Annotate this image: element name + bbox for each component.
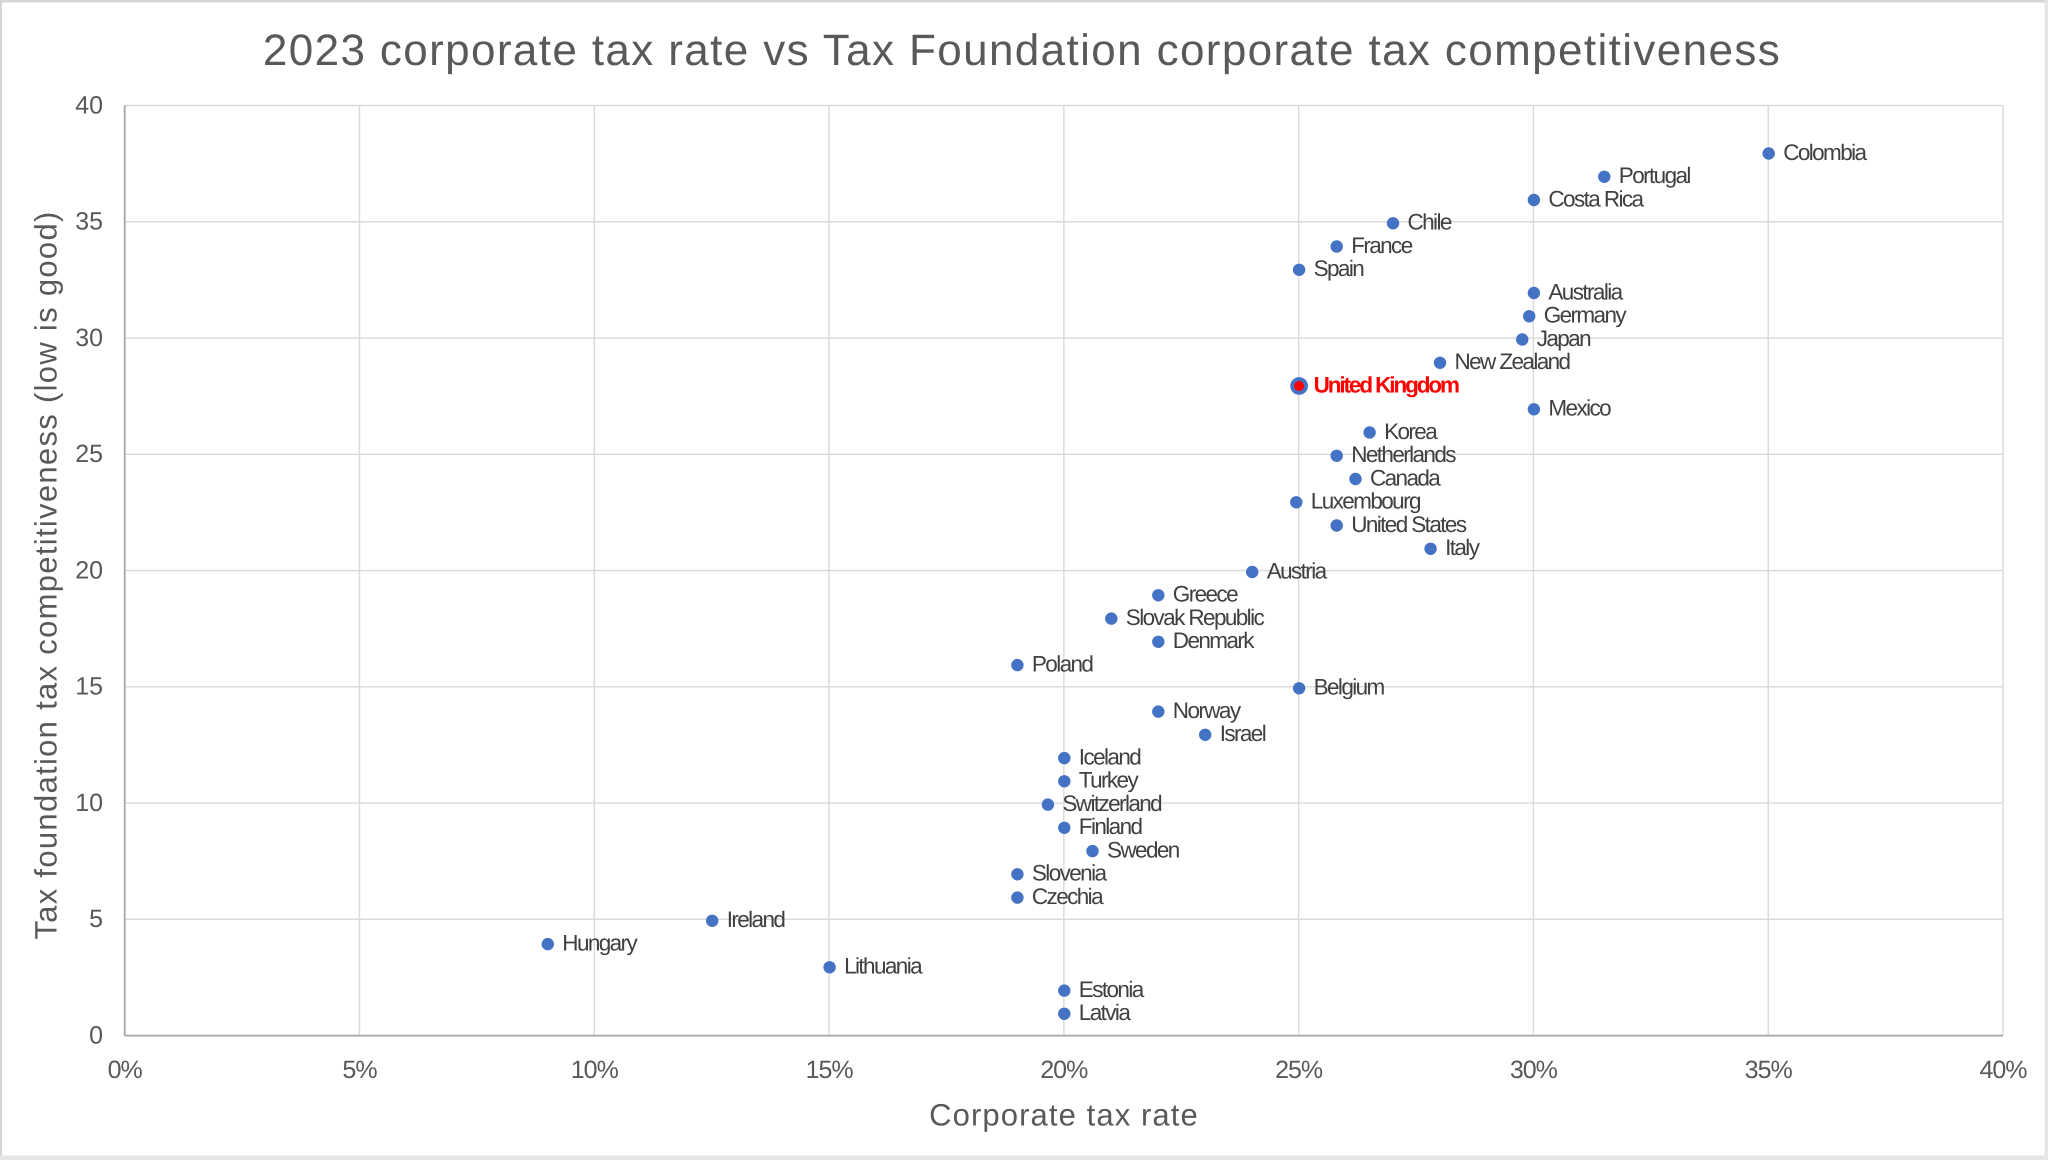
svg-text:Spain: Spain [1314,256,1365,281]
svg-text:France: France [1351,233,1413,258]
svg-text:Slovak Republic: Slovak Republic [1126,605,1265,630]
svg-text:Germany: Germany [1544,303,1628,328]
svg-text:Portugal: Portugal [1619,163,1691,188]
svg-text:Belgium: Belgium [1314,675,1385,700]
svg-text:Iceland: Iceland [1079,745,1141,770]
svg-text:25%: 25% [1275,1056,1323,1084]
svg-text:40%: 40% [1979,1056,2027,1084]
svg-text:Israel: Israel [1220,721,1266,746]
svg-text:Latvia: Latvia [1079,1000,1132,1025]
svg-text:Slovenia: Slovenia [1032,861,1108,886]
svg-text:Canada: Canada [1370,465,1441,490]
svg-text:5%: 5% [342,1056,377,1084]
svg-text:Hungary: Hungary [562,931,638,956]
svg-text:Corporate tax rate: Corporate tax rate [929,1098,1199,1133]
svg-text:0%: 0% [108,1056,143,1084]
svg-text:Finland: Finland [1079,814,1143,839]
svg-text:Norway: Norway [1173,698,1242,723]
svg-text:Colombia: Colombia [1783,140,1867,165]
svg-text:Lithuania: Lithuania [844,954,923,979]
svg-text:Switzerland: Switzerland [1062,791,1162,816]
svg-text:Netherlands: Netherlands [1351,442,1456,467]
svg-text:Czechia: Czechia [1032,884,1104,909]
svg-text:Mexico: Mexico [1548,396,1611,421]
svg-text:New Zealand: New Zealand [1455,349,1571,374]
svg-text:Tax foundation tax competitive: Tax foundation tax competitiveness (low … [29,210,64,939]
svg-text:Ireland: Ireland [727,907,786,932]
svg-text:10%: 10% [571,1056,619,1084]
svg-text:Costa Rica: Costa Rica [1548,186,1644,211]
svg-text:20: 20 [75,556,103,584]
svg-text:Italy: Italy [1445,535,1481,560]
svg-text:35%: 35% [1745,1056,1793,1084]
svg-text:20%: 20% [1040,1056,1088,1084]
svg-text:United Kingdom: United Kingdom [1314,372,1459,397]
svg-text:Korea: Korea [1384,419,1438,444]
svg-text:25: 25 [75,440,103,468]
svg-text:Turkey: Turkey [1079,768,1140,793]
svg-text:Luxembourg: Luxembourg [1311,489,1421,514]
svg-text:Austria: Austria [1267,558,1328,583]
svg-text:Sweden: Sweden [1107,838,1180,863]
svg-text:Japan: Japan [1537,326,1591,351]
svg-text:Denmark: Denmark [1173,628,1255,653]
svg-text:10: 10 [75,789,103,817]
svg-text:Estonia: Estonia [1079,977,1145,1002]
svg-text:15: 15 [75,673,103,701]
svg-text:30: 30 [75,324,103,352]
svg-text:Australia: Australia [1548,279,1623,304]
svg-text:United States: United States [1351,512,1467,537]
svg-text:Chile: Chile [1408,210,1452,235]
svg-text:5: 5 [89,905,103,933]
svg-text:40: 40 [75,91,103,119]
svg-text:Greece: Greece [1173,582,1238,607]
svg-text:15%: 15% [806,1056,854,1084]
svg-text:30%: 30% [1510,1056,1558,1084]
svg-text:2023 corporate tax rate vs Tax: 2023 corporate tax rate vs Tax Foundatio… [263,26,1781,75]
svg-text:Poland: Poland [1032,652,1094,677]
svg-text:35: 35 [75,208,103,236]
svg-text:0: 0 [89,1021,103,1049]
